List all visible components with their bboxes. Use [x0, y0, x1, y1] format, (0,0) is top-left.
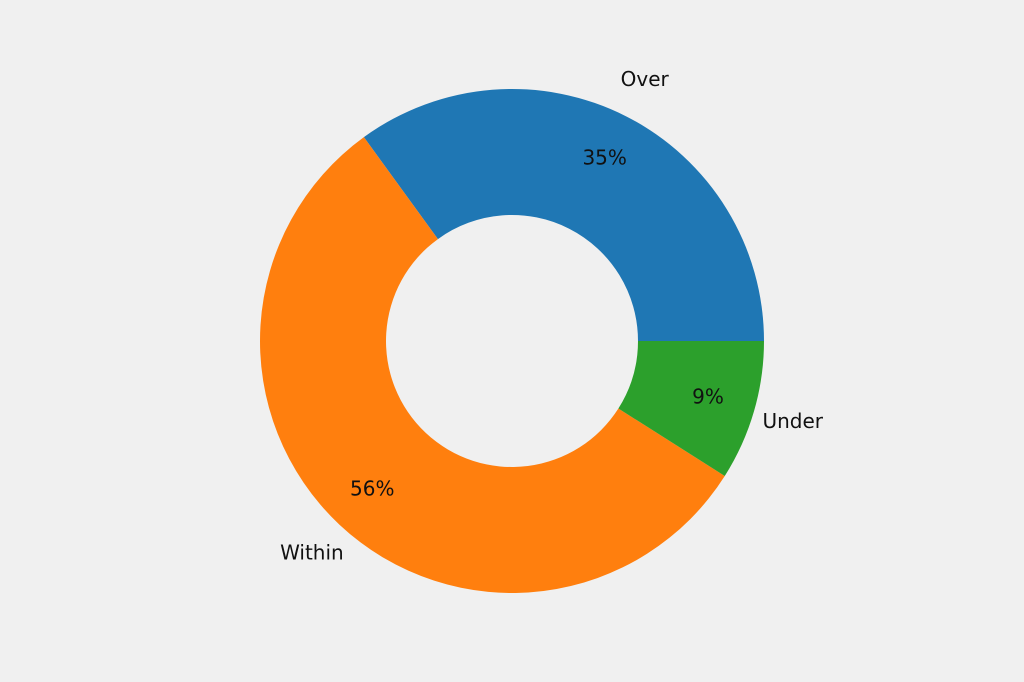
category-label: Under	[762, 409, 823, 433]
category-label: Within	[280, 541, 344, 565]
value-label: 35%	[582, 146, 626, 170]
wedge	[618, 341, 764, 477]
wedge	[363, 89, 764, 341]
value-label: 56%	[350, 476, 394, 500]
wedge	[260, 137, 725, 593]
category-label: Over	[621, 67, 670, 91]
value-label: 9%	[692, 384, 724, 408]
